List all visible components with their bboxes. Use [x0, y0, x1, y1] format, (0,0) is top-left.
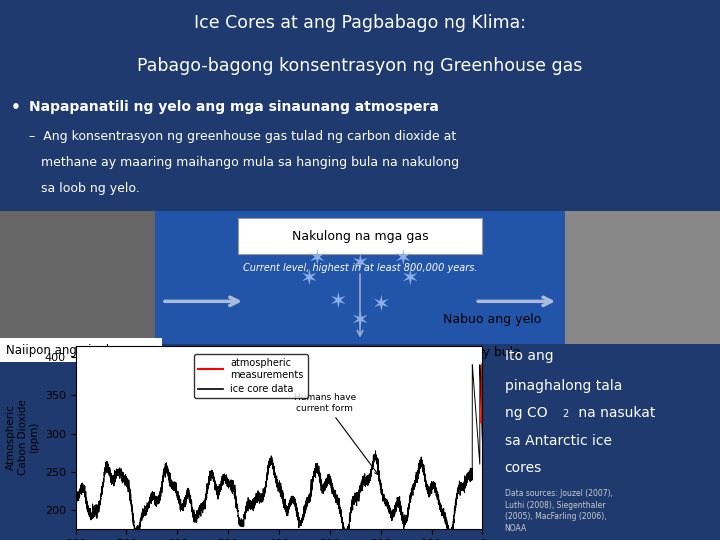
Text: sa loob ng yelo.: sa loob ng yelo. [29, 182, 140, 195]
atmospheric
measurements [478, 365, 487, 372]
atmospheric
measurements [478, 363, 487, 369]
atmospheric
measurements [478, 367, 487, 374]
atmospheric
measurements [477, 395, 486, 402]
Text: Ice Cores at ang Pagbabago ng Klima:: Ice Cores at ang Pagbabago ng Klima: [194, 14, 526, 32]
atmospheric
measurements [477, 392, 486, 399]
atmospheric
measurements [478, 366, 487, 373]
atmospheric
measurements [477, 399, 486, 406]
Text: ✶: ✶ [372, 294, 391, 314]
atmospheric
measurements [477, 387, 486, 394]
atmospheric
measurements [477, 400, 486, 407]
Text: –  Ang konsentrasyon ng greenhouse gas tulad ng carbon dioxide at: – Ang konsentrasyon ng greenhouse gas tu… [29, 130, 456, 143]
Text: Pabago-bagong konsentrasyon ng Greenhouse gas: Pabago-bagong konsentrasyon ng Greenhous… [138, 57, 582, 75]
Bar [0, 211, 155, 343]
Text: Current level, highest in at least 800,000 years.: Current level, highest in at least 800,0… [243, 263, 477, 273]
atmospheric
measurements [478, 371, 487, 377]
Bar [0, 211, 155, 343]
atmospheric
measurements [477, 414, 486, 421]
atmospheric
measurements [478, 370, 487, 376]
Text: Nakulong na mga gas: Nakulong na mga gas [292, 230, 428, 243]
Text: na nasukat: na nasukat [574, 406, 655, 420]
Text: ✶: ✶ [394, 249, 413, 269]
atmospheric
measurements [478, 378, 487, 384]
ice core data [478, 438, 487, 444]
atmospheric
measurements [478, 368, 487, 375]
atmospheric
measurements [478, 372, 487, 379]
atmospheric
measurements [477, 416, 486, 423]
atmospheric
measurements [477, 401, 486, 408]
Text: ✶: ✶ [300, 268, 319, 289]
Text: sa Antarctic ice: sa Antarctic ice [505, 434, 611, 448]
Text: Napapanatili ng yelo ang mga sinaunang atmospera: Napapanatili ng yelo ang mga sinaunang a… [29, 100, 438, 114]
atmospheric
measurements [477, 413, 486, 420]
atmospheric
measurements [477, 408, 486, 415]
atmospheric
measurements [477, 415, 486, 422]
ice core data [130, 526, 138, 532]
atmospheric
measurements [478, 381, 487, 388]
atmospheric
measurements [477, 394, 486, 401]
atmospheric
measurements [477, 402, 486, 409]
Text: ng CO: ng CO [505, 406, 547, 420]
atmospheric
measurements [477, 412, 486, 418]
atmospheric
measurements [477, 405, 486, 411]
atmospheric
measurements [477, 403, 486, 410]
atmospheric
measurements [477, 410, 486, 417]
Text: ✶: ✶ [401, 268, 420, 289]
ice core data [375, 475, 384, 481]
atmospheric
measurements [477, 417, 486, 424]
atmospheric
measurements [477, 382, 486, 389]
ice core data [406, 498, 415, 504]
ice core data [227, 477, 235, 483]
Bar [155, 211, 565, 343]
Text: Nabuo ang yelo: Nabuo ang yelo [443, 313, 541, 326]
atmospheric
measurements [477, 406, 486, 413]
Text: •: • [11, 100, 21, 115]
Line: ice core data: ice core data [76, 364, 482, 529]
atmospheric
measurements [477, 407, 486, 414]
atmospheric
measurements [477, 396, 486, 403]
Text: 2: 2 [562, 409, 569, 419]
Text: Ito ang: Ito ang [505, 349, 553, 363]
ice core data [71, 490, 80, 496]
atmospheric
measurements [477, 398, 486, 404]
atmospheric
measurements [477, 388, 486, 395]
Text: Data sources: Jouzel (2007),
Luthi (2008), Siegenthaler
(2005), MacFarling (2006: Data sources: Jouzel (2007), Luthi (2008… [505, 489, 613, 533]
atmospheric
measurements [478, 379, 487, 386]
FancyBboxPatch shape [0, 338, 162, 363]
ice core data [336, 505, 345, 511]
ice core data [315, 474, 324, 480]
FancyBboxPatch shape [238, 218, 482, 254]
atmospheric
measurements [478, 375, 487, 382]
atmospheric
measurements [478, 374, 487, 381]
Text: cores: cores [505, 461, 541, 475]
atmospheric
measurements [478, 364, 487, 370]
Text: ✶: ✶ [307, 249, 326, 269]
Text: methane ay maaring maihango mula sa hanging bula na nakulong: methane ay maaring maihango mula sa hang… [29, 156, 459, 169]
atmospheric
measurements [477, 409, 486, 416]
ice core data [468, 361, 477, 368]
Legend: atmospheric
measurements, ice core data: atmospheric measurements, ice core data [194, 354, 307, 399]
atmospheric
measurements [478, 380, 487, 387]
Text: pinaghalong tala: pinaghalong tala [505, 379, 622, 393]
atmospheric
measurements [477, 393, 486, 400]
Text: Humans have
current form: Humans have current form [294, 393, 378, 475]
atmospheric
measurements [477, 419, 486, 426]
Text: Naiipon ang niyebe: Naiipon ang niyebe [6, 344, 120, 357]
atmospheric
measurements [477, 391, 486, 397]
Y-axis label: Atmospheric
Cabon Dioxide
(ppm): Atmospheric Cabon Dioxide (ppm) [6, 400, 39, 475]
ice core data [145, 494, 154, 501]
atmospheric
measurements [477, 389, 486, 396]
Text: ✶: ✶ [351, 253, 369, 274]
Text: ✶: ✶ [329, 291, 348, 312]
atmospheric
measurements [478, 361, 487, 368]
Text: ✶: ✶ [351, 311, 369, 331]
Bar [565, 211, 720, 343]
Text: na may bula: na may bula [443, 346, 521, 359]
atmospheric
measurements [478, 377, 487, 383]
atmospheric
measurements [477, 384, 486, 390]
atmospheric
measurements [478, 373, 487, 380]
atmospheric
measurements [477, 385, 486, 392]
atmospheric
measurements [477, 386, 486, 393]
